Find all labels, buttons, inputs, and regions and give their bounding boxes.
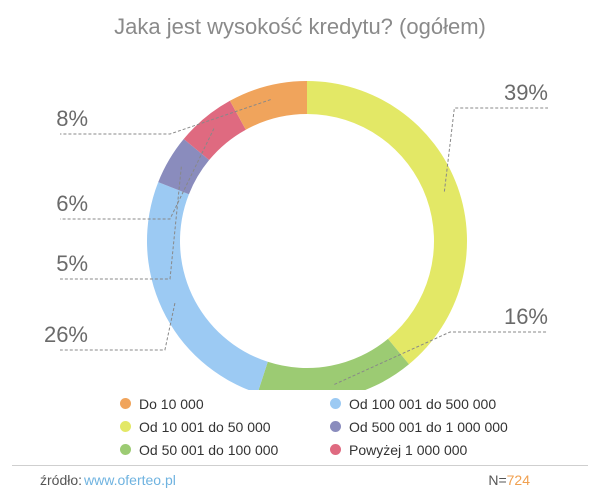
slice-value-label: 6% [56,191,88,216]
chart-title: Jaka jest wysokość kredytu? (ogółem) [114,14,486,39]
slice-value-label: 39% [504,80,548,105]
legend-item: Od 500 001 do 1 000 000 [330,417,560,436]
slice-value-label: 26% [44,322,88,347]
slice-value-label: 16% [504,304,548,329]
legend-label: Od 10 001 do 50 000 [139,418,271,435]
slice-leader-line [60,99,271,135]
donut-slice [147,182,268,390]
legend-item: Od 10 001 do 50 000 [120,417,330,436]
source-label: źródło: [40,472,83,488]
legend-swatch [330,398,341,409]
legend-item: Od 50 001 do 100 000 [120,440,330,459]
donut-slice [229,81,307,130]
donut-chart: 39% 16% 26% 5% 6% 8% [44,80,548,390]
legend-label: Od 50 001 do 100 000 [139,441,279,458]
legend-swatch [330,444,341,455]
sample-size-label: N= [488,472,507,488]
legend-swatch [120,421,131,432]
slice-leader-line [334,331,548,385]
sample-size-value: 724 [506,472,530,488]
slice-leader-line [60,303,176,351]
sample-size: N=724 [488,472,530,488]
legend-item: Powyżej 1 000 000 [330,440,560,459]
slice-leader-line [443,107,548,192]
donut-slice [158,139,210,195]
source-note: źródło: www.oferteo.pl [40,472,176,488]
legend-swatch [120,444,131,455]
legend-swatch [330,421,341,432]
legend-label: Od 100 001 do 500 000 [349,395,497,412]
slice-leader-line [60,128,215,220]
slice-leader-line [60,166,182,280]
legend-item: Do 10 000 [120,394,330,413]
donut-slice [307,81,467,365]
legend-swatch [120,398,131,409]
slice-value-label: 5% [56,251,88,276]
donut-slice [183,100,246,161]
donut-slice [258,338,409,390]
legend-label: Do 10 000 [139,395,204,412]
source-link[interactable]: www.oferteo.pl [84,472,176,488]
legend-item: Od 100 001 do 500 000 [330,394,560,413]
footer-divider [12,465,588,466]
legend-label: Od 500 001 do 1 000 000 [349,418,508,435]
slice-value-label: 8% [56,106,88,131]
chart-legend: Do 10 000 Od 100 001 do 500 000 Od 10 001 … [120,394,560,459]
legend-label: Powyżej 1 000 000 [349,441,468,458]
